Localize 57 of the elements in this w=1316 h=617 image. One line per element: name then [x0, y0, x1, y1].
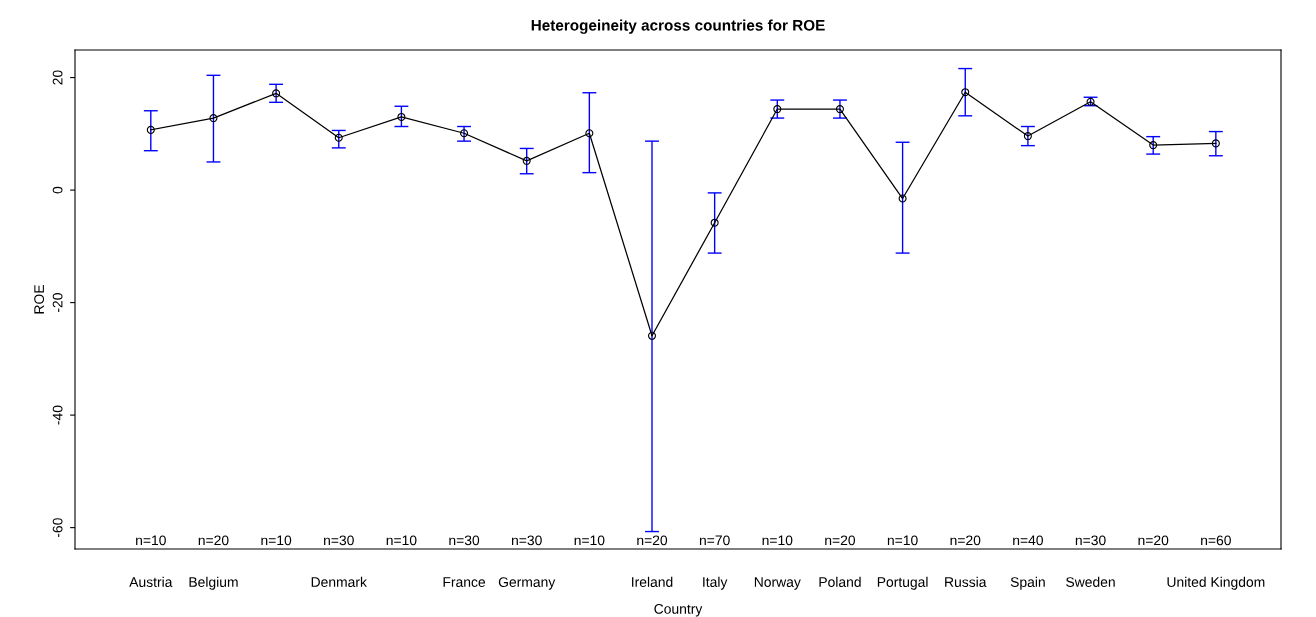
y-tick-label: -40	[52, 405, 63, 425]
annotation: n=20	[950, 535, 981, 546]
point	[710, 218, 719, 227]
x-tick-label: France	[443, 577, 486, 587]
x-tick-label: Portugal	[877, 576, 928, 590]
annotation: n=10	[887, 535, 918, 546]
point	[1149, 141, 1158, 150]
point	[585, 129, 594, 138]
x-tick-label: Belgium	[189, 576, 238, 590]
point	[522, 156, 531, 165]
point	[1023, 132, 1032, 141]
point	[773, 105, 782, 114]
point	[209, 114, 218, 123]
annotation: n=40	[1013, 535, 1043, 546]
point	[961, 88, 970, 97]
x-tick-label: Denmark	[311, 576, 367, 587]
annotation: n=60	[1201, 535, 1231, 546]
y-tick-label: -20	[52, 293, 63, 313]
annotation: n=30	[511, 535, 542, 546]
y-tick-label: 20	[52, 70, 63, 85]
annotation: n=30	[1075, 535, 1106, 546]
annotation: n=20	[637, 535, 668, 546]
chart-title: Heterogeineity across countries for ROE	[531, 19, 825, 34]
x-tick-label: Ireland	[632, 576, 673, 587]
point	[1211, 139, 1220, 148]
annotation: n=10	[136, 535, 166, 546]
x-tick-label: Spain	[1010, 576, 1045, 590]
point	[835, 105, 844, 114]
x-tick-label: United Kingdom	[1167, 576, 1265, 590]
x-tick-label: Norway	[754, 577, 801, 590]
y-tick-label: -60	[52, 518, 63, 538]
annotation: n=20	[198, 535, 229, 546]
x-tick-label: Russia	[945, 576, 987, 587]
annotation: n=10	[762, 535, 793, 546]
x-tick-label: Italy	[703, 576, 728, 590]
x-tick-label: Poland	[819, 576, 861, 587]
annotation: n=10	[574, 535, 605, 546]
annotation: n=30	[324, 535, 354, 546]
y-axis-title: ROE	[34, 285, 45, 314]
x-tick-label: Austria	[129, 576, 173, 587]
annotation: n=20	[825, 535, 856, 546]
x-tick-label: Germany	[498, 577, 556, 590]
point	[146, 125, 155, 134]
point	[647, 331, 657, 340]
point	[334, 133, 343, 142]
point	[460, 129, 469, 138]
annotation: n=20	[1138, 535, 1169, 546]
point	[898, 194, 907, 203]
x-tick-label: Sweden	[1066, 576, 1115, 587]
point	[397, 112, 406, 121]
x-axis-title: Country	[654, 603, 703, 617]
y-tick-label: 0	[52, 186, 63, 194]
annotation: n=10	[386, 535, 417, 546]
annotation: n=10	[261, 535, 292, 546]
annotation: n=30	[449, 535, 480, 546]
point	[272, 89, 281, 98]
annotation: n=70	[699, 535, 730, 546]
